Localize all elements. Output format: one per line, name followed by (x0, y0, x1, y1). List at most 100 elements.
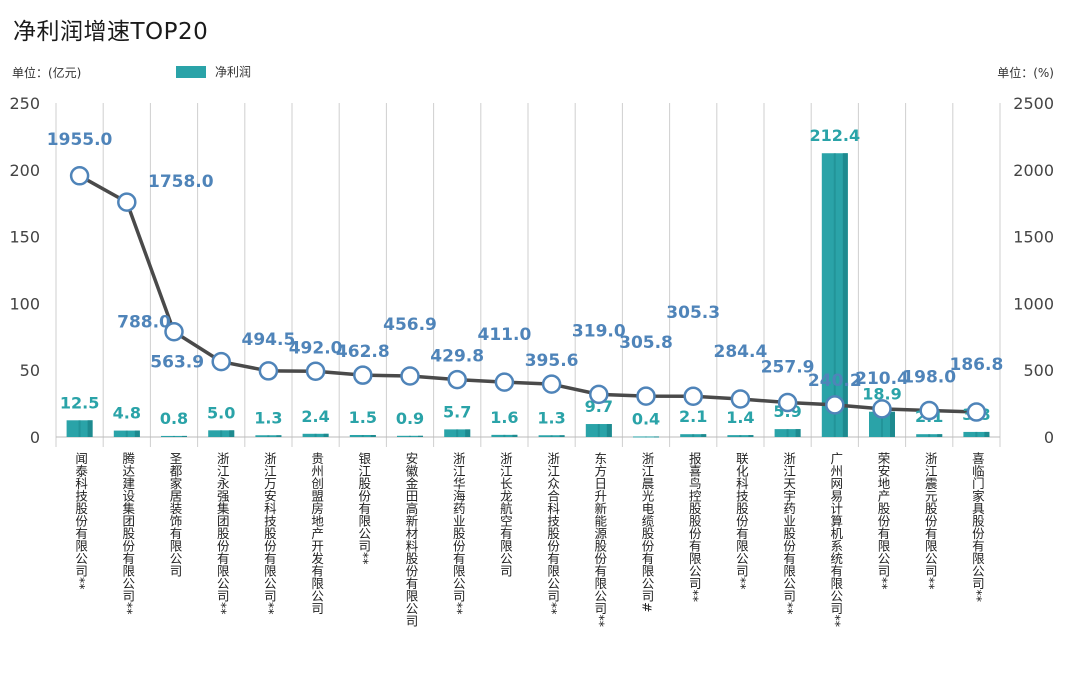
bar-shade (984, 431, 990, 437)
line-marker (730, 389, 751, 409)
bar-shade (408, 435, 411, 437)
category-label: 浙江天宇药业股份有限公司** (781, 451, 796, 615)
category-label: 荣安地产股份有限公司** (876, 452, 891, 590)
line-marker (636, 386, 656, 406)
category-label: 贵州创盟房地产开发有限公司 (309, 452, 324, 615)
line-value-label: 788.0 (117, 313, 171, 333)
category-label: 圣都家居装饰有限公司 (168, 452, 183, 577)
bar-value-label: 1.4 (726, 408, 754, 427)
bar-shade (795, 429, 801, 437)
bar-shade (220, 430, 223, 437)
bar-shade (276, 435, 282, 437)
bar-shade (503, 434, 506, 437)
line-value-label: 563.9 (150, 353, 204, 373)
bar-shade (928, 434, 931, 437)
line-value-label: 198.0 (902, 368, 956, 388)
line-marker (589, 384, 609, 405)
bar-value-label: 0.9 (396, 409, 424, 428)
line-marker (211, 351, 231, 372)
bar-shade (842, 153, 848, 438)
line-value-label: 429.8 (430, 347, 484, 367)
category-label: 广州网易计算机系统有限公司** (828, 452, 843, 627)
left-tick-label: 150 (9, 228, 40, 247)
line-value-label: 210.4 (855, 369, 909, 389)
bar-shade (456, 429, 459, 437)
bar-shade (748, 435, 754, 437)
category-label: 浙江长龙航空有限公司 (498, 451, 513, 577)
line-value-label: 462.8 (336, 342, 390, 362)
right-tick-label: 1500 (1013, 228, 1054, 247)
category-label: 报喜鸟控股股份有限公司** (687, 451, 702, 602)
bar-shade (465, 429, 471, 437)
bar-shade (134, 430, 140, 437)
legend-swatch (176, 65, 206, 78)
line-value-label: 395.6 (525, 351, 579, 371)
chart-title: 净利润增速TOP20 (13, 19, 209, 45)
bar-shade (78, 420, 81, 437)
bar-value-label: 1.6 (490, 408, 518, 427)
bar-shade (890, 411, 895, 437)
right-tick-label: 1000 (1013, 294, 1054, 313)
bar-value-label: 0.8 (160, 409, 188, 428)
line-value-label: 305.3 (666, 303, 720, 323)
bar-shade (880, 411, 883, 437)
line-value-label: 1955.0 (47, 130, 113, 150)
category-label: 浙江万安科技股份有限公司** (262, 451, 277, 615)
bar-shade (323, 433, 329, 437)
bar-value-label: 9.7 (585, 397, 613, 416)
right-tick-label: 500 (1023, 361, 1054, 380)
bar-shade (125, 430, 128, 437)
line-value-label: 494.5 (242, 330, 296, 350)
bar-value-label: 1.3 (537, 408, 565, 427)
category-label: 东方日升新能源股份有限公司** (592, 452, 607, 627)
line-marker (919, 400, 939, 421)
bar-shade (87, 420, 93, 437)
line-value-label: 492.0 (289, 338, 343, 358)
line-value-label: 1758.0 (148, 172, 214, 192)
bar-value-label: 12.5 (60, 393, 99, 412)
bar-shade (370, 434, 376, 437)
line-marker (117, 192, 137, 212)
line-value-label: 284.4 (714, 342, 768, 362)
bar-value-label: 1.3 (254, 408, 282, 427)
bar-value-label: 5.7 (443, 402, 471, 421)
bar-value-label: 212.4 (809, 126, 860, 145)
bar-value-label: 1.5 (349, 408, 377, 427)
line-marker (541, 374, 562, 394)
bar-value-label: 2.4 (301, 407, 329, 426)
line-value-label: 411.0 (478, 325, 532, 345)
line-marker (447, 369, 467, 390)
bar-shade (597, 424, 600, 437)
line-value-label: 319.0 (572, 321, 626, 341)
legend-label: 净利润 (215, 65, 252, 79)
category-label: 安徽金田高新材料股份有限公司 (404, 451, 419, 627)
bar-shade (267, 435, 270, 437)
bar-shade (559, 435, 565, 437)
bar-shade (644, 436, 647, 438)
category-label: 联化科技股份有限公司** (734, 452, 749, 590)
left-tick-label: 250 (9, 94, 40, 113)
line-marker (353, 365, 373, 385)
line-marker (305, 361, 326, 382)
category-label: 浙江众合科技股份有限公司** (545, 451, 560, 615)
category-label: 浙江永强集团股份有限公司** (215, 451, 230, 615)
bar-value-label: 5.0 (207, 403, 235, 422)
line-value-label: 186.8 (950, 355, 1004, 375)
bar-shade (786, 429, 789, 437)
bar-shade (654, 436, 659, 438)
left-tick-label: 200 (9, 161, 40, 180)
bar-shade (314, 433, 317, 437)
line-marker (494, 372, 515, 392)
bar-shade (512, 434, 518, 437)
right-tick-label: 2500 (1013, 94, 1054, 113)
bar-shade (550, 435, 553, 437)
bar-shade (172, 435, 175, 437)
line-marker (164, 321, 184, 342)
line-marker (966, 402, 987, 422)
right-axis-unit: 单位：(%) (997, 66, 1054, 80)
left-axis-unit: 单位：(亿元) (12, 66, 82, 80)
right-tick-label: 2000 (1013, 161, 1054, 180)
bar-shade (739, 435, 742, 437)
bar-shade (361, 434, 364, 437)
